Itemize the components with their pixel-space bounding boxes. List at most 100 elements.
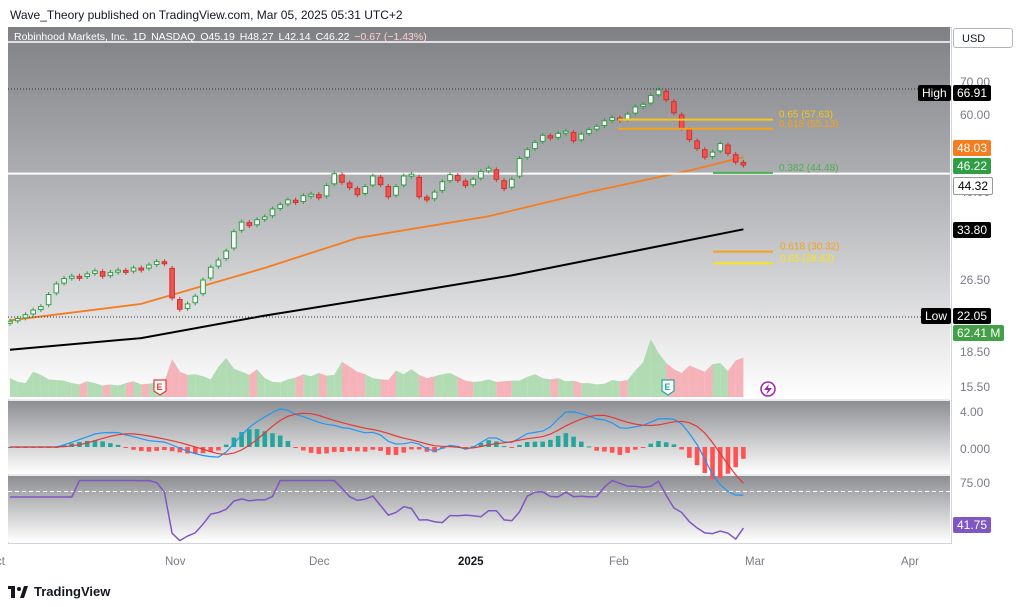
candle[interactable]: [686, 129, 693, 141]
candle[interactable]: [709, 151, 716, 157]
candle[interactable]: [92, 270, 98, 274]
candle[interactable]: [277, 204, 283, 209]
candle[interactable]: [261, 216, 268, 220]
candle[interactable]: [22, 314, 29, 319]
candle[interactable]: [671, 101, 677, 114]
candle[interactable]: [640, 103, 646, 108]
candle[interactable]: [300, 195, 307, 202]
candle[interactable]: [563, 130, 569, 134]
candle[interactable]: [362, 186, 368, 194]
candle[interactable]: [454, 174, 461, 181]
candle[interactable]: [547, 135, 554, 139]
candle[interactable]: [30, 309, 36, 315]
tradingview-logo[interactable]: TradingView: [8, 584, 110, 599]
candle[interactable]: [146, 264, 152, 269]
candle[interactable]: [408, 173, 415, 177]
candle[interactable]: [331, 173, 338, 185]
candle[interactable]: [570, 132, 577, 142]
candle[interactable]: [516, 158, 523, 177]
candle[interactable]: [38, 306, 44, 311]
chart-canvas[interactable]: 0.65 (57.63)0.618 (55.13) 0.382 (44.48) 0.…: [8, 27, 950, 542]
candle[interactable]: [68, 275, 75, 279]
candle[interactable]: [593, 125, 600, 130]
earnings-marker[interactable]: E: [661, 379, 675, 396]
candle[interactable]: [431, 191, 438, 200]
candle[interactable]: [462, 180, 469, 187]
candle[interactable]: [470, 178, 476, 186]
candle[interactable]: [601, 120, 608, 126]
candle[interactable]: [555, 132, 561, 138]
candle[interactable]: [385, 185, 392, 198]
candle[interactable]: [393, 186, 399, 196]
candle[interactable]: [485, 167, 492, 172]
candle[interactable]: [177, 299, 183, 310]
currency-button[interactable]: USD: [953, 28, 1013, 48]
candle[interactable]: [215, 259, 222, 267]
earnings-marker[interactable]: E: [153, 379, 167, 396]
candle[interactable]: [292, 199, 299, 204]
candle[interactable]: [493, 169, 500, 180]
candle[interactable]: [231, 231, 237, 249]
candle[interactable]: [223, 250, 229, 260]
candle[interactable]: [123, 269, 129, 273]
candle[interactable]: [308, 193, 314, 197]
candle[interactable]: [316, 194, 322, 199]
candle[interactable]: [725, 144, 731, 154]
candle[interactable]: [161, 261, 168, 265]
candle[interactable]: [424, 196, 430, 201]
candle[interactable]: [207, 266, 214, 279]
candle[interactable]: [416, 176, 422, 198]
candle[interactable]: [238, 221, 245, 231]
candle[interactable]: [269, 208, 276, 217]
candle[interactable]: [478, 170, 484, 179]
candle[interactable]: [539, 134, 546, 142]
candle[interactable]: [663, 90, 670, 101]
candle[interactable]: [447, 174, 453, 182]
candle[interactable]: [717, 143, 724, 152]
candle[interactable]: [246, 222, 253, 227]
candle[interactable]: [254, 219, 260, 226]
candle[interactable]: [354, 188, 361, 196]
candle[interactable]: [439, 181, 446, 192]
candle[interactable]: [694, 140, 700, 149]
candle[interactable]: [200, 279, 206, 295]
candle[interactable]: [285, 199, 291, 205]
candle[interactable]: [632, 106, 639, 114]
dividend-icon[interactable]: [760, 381, 776, 397]
candle[interactable]: [377, 176, 384, 186]
candle[interactable]: [655, 89, 662, 96]
candle[interactable]: [153, 260, 160, 265]
candle[interactable]: [8, 320, 13, 324]
candle[interactable]: [138, 267, 145, 271]
candle[interactable]: [609, 117, 615, 121]
candle[interactable]: [76, 275, 83, 279]
candle[interactable]: [578, 133, 585, 141]
candle[interactable]: [586, 129, 592, 134]
candle[interactable]: [501, 180, 507, 190]
candle[interactable]: [61, 277, 67, 284]
candle[interactable]: [524, 149, 531, 158]
candle[interactable]: [53, 283, 60, 294]
candle[interactable]: [509, 178, 515, 188]
candle[interactable]: [107, 271, 114, 277]
candle[interactable]: [732, 154, 739, 163]
candle[interactable]: [740, 161, 747, 166]
candle[interactable]: [702, 149, 708, 158]
candle[interactable]: [370, 175, 376, 186]
candle[interactable]: [45, 294, 52, 306]
candle[interactable]: [14, 317, 21, 322]
candle[interactable]: [647, 95, 654, 104]
candle[interactable]: [323, 185, 330, 197]
candle[interactable]: [400, 175, 407, 186]
candle[interactable]: [624, 113, 631, 120]
candle[interactable]: [339, 174, 345, 183]
candle[interactable]: [99, 271, 106, 277]
candle[interactable]: [115, 269, 121, 273]
candle[interactable]: [346, 182, 353, 189]
candle[interactable]: [192, 295, 199, 304]
candle[interactable]: [532, 141, 538, 150]
candle[interactable]: [678, 114, 685, 129]
candle[interactable]: [184, 303, 191, 309]
candle[interactable]: [130, 267, 137, 272]
candle[interactable]: [84, 273, 91, 277]
